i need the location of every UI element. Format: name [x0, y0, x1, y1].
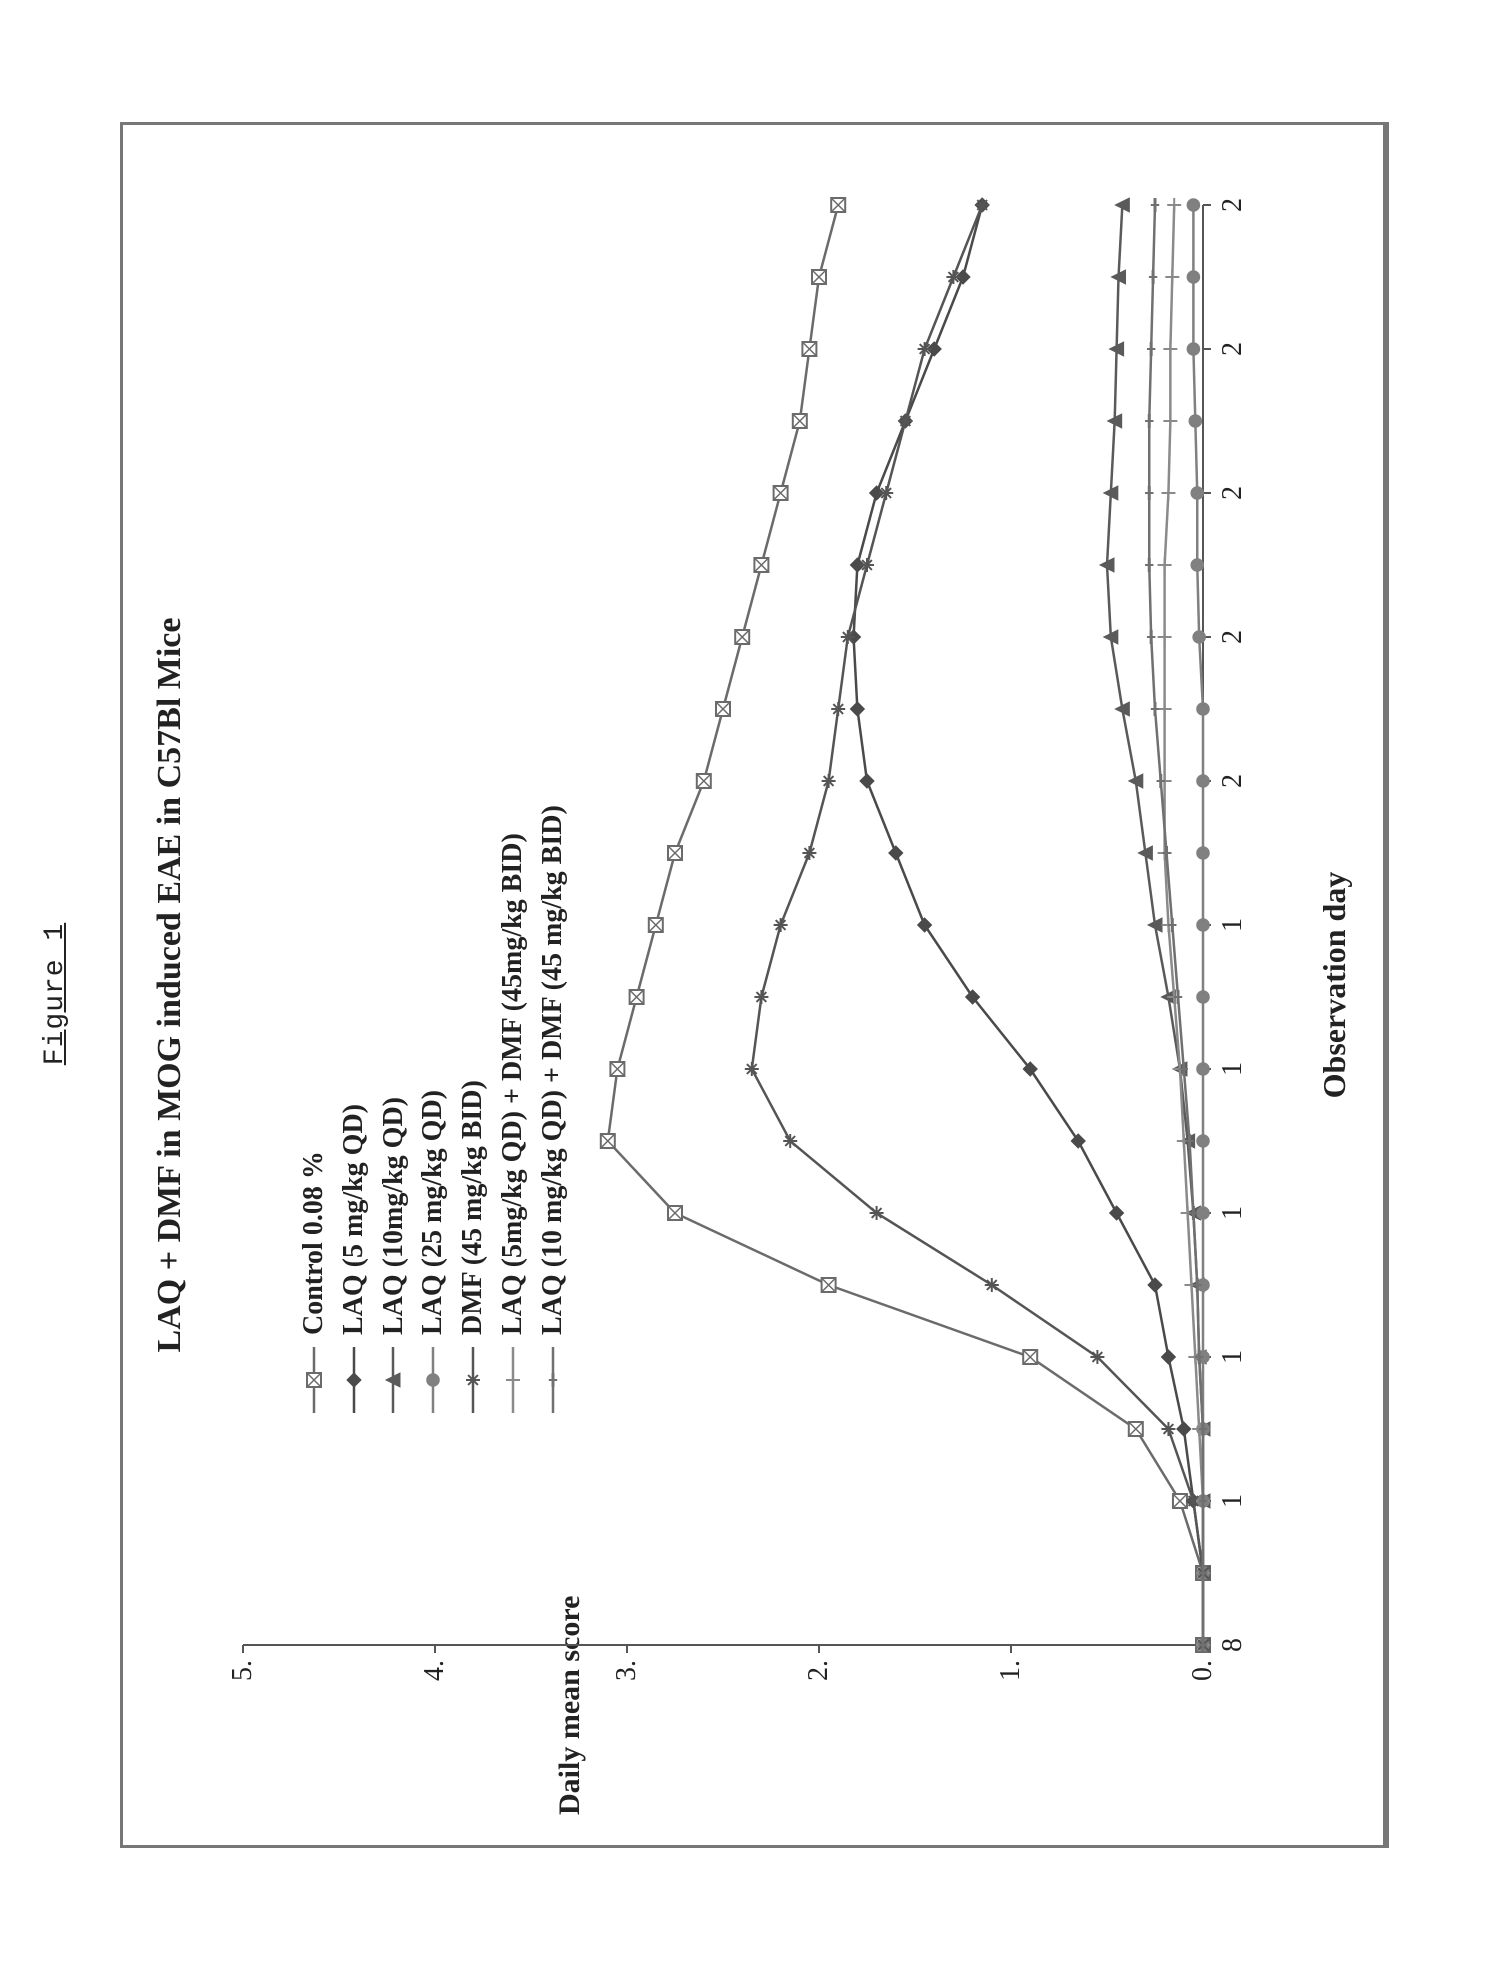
chart-title: LAQ + DMF in MOG induced EAE in C57Bl Mi… [151, 125, 189, 1845]
rotated-stage: Figure 1 LAQ + DMF in MOG induced EAE in… [0, 0, 1491, 1988]
y-tick-label: 1. [995, 1660, 1027, 1720]
x-tick-label: 1 [1217, 1193, 1249, 1233]
y-tick-label: 4. [419, 1660, 451, 1720]
y-tick-label: 3. [611, 1660, 643, 1720]
chart-frame: LAQ + DMF in MOG induced EAE in C57Bl Mi… [120, 122, 1389, 1848]
x-tick-label: 1 [1217, 1481, 1249, 1521]
x-tick-label: 2 [1217, 329, 1249, 369]
x-tick-label: 2 [1217, 617, 1249, 657]
x-axis-label: Observation day [1316, 125, 1353, 1845]
plot-area [233, 185, 1233, 1665]
y-tick-label: 5. [227, 1660, 259, 1720]
x-tick-label: 1 [1217, 905, 1249, 945]
x-tick-label: 1 [1217, 1337, 1249, 1377]
x-tick-label: 2 [1217, 761, 1249, 801]
y-tick-label: 0. [1187, 1660, 1219, 1720]
figure-caption: Figure 1 [40, 0, 71, 1988]
x-tick-label: 8 [1217, 1625, 1249, 1665]
x-tick-label: 2 [1217, 473, 1249, 513]
page: Figure 1 LAQ + DMF in MOG induced EAE in… [0, 0, 1491, 1988]
x-tick-label: 2 [1217, 185, 1249, 225]
chart-svg [233, 185, 1233, 1665]
x-tick-label: 1 [1217, 1049, 1249, 1089]
y-tick-label: 2. [803, 1660, 835, 1720]
